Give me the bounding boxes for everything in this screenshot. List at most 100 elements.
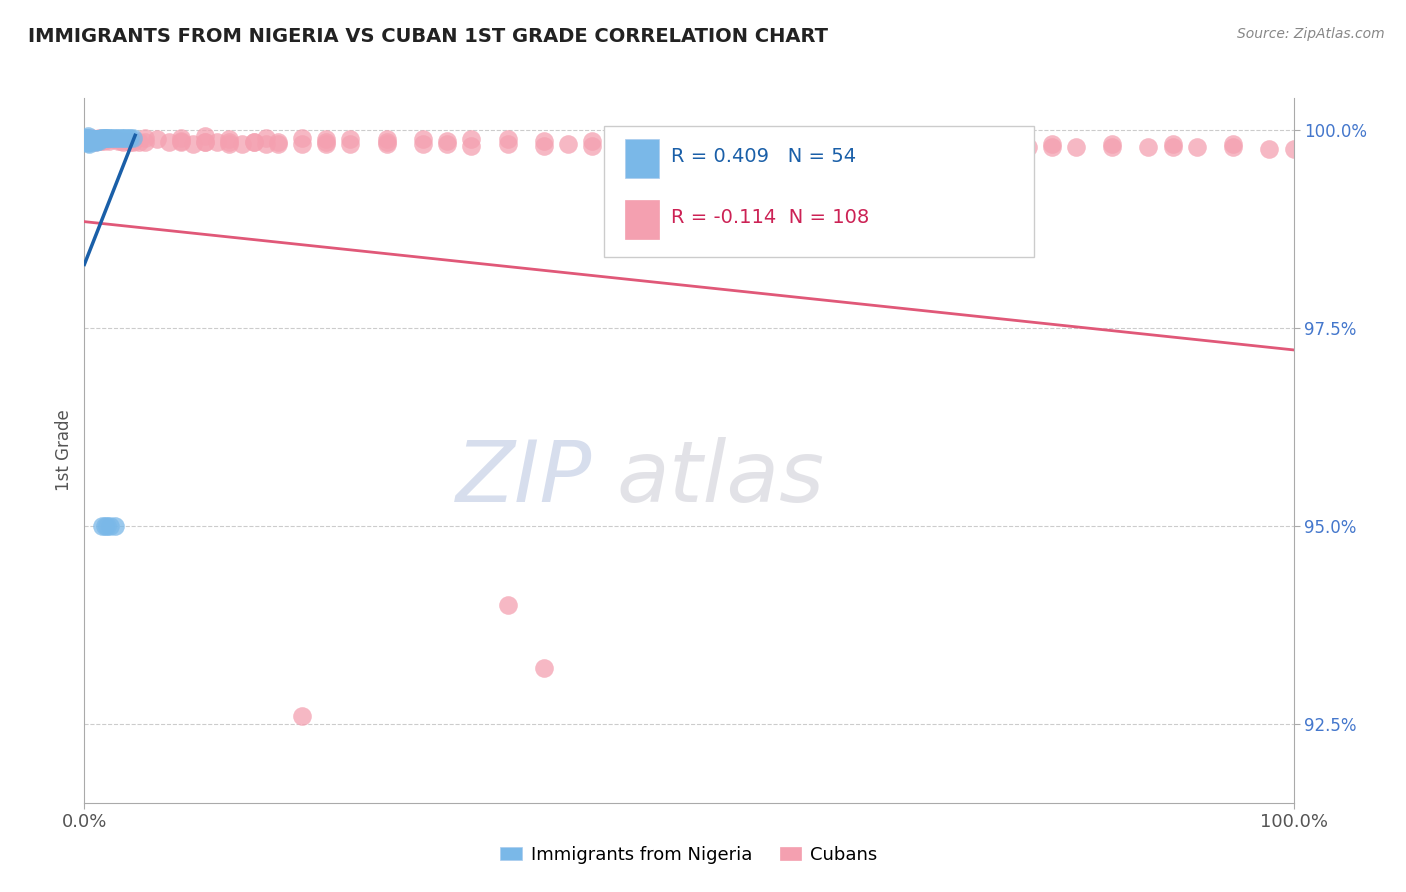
Point: [91, 132, 114, 146]
Point: [617, 835, 640, 849]
Point: [86, 132, 108, 146]
Point: [77, 134, 100, 148]
Point: [738, 136, 761, 150]
Point: [194, 129, 217, 144]
Point: [94, 518, 117, 533]
Point: [77, 130, 100, 145]
Point: [77, 136, 100, 151]
Point: [77, 129, 100, 144]
FancyBboxPatch shape: [605, 127, 1033, 257]
Point: [170, 136, 193, 150]
Text: ZIP: ZIP: [456, 437, 592, 520]
Point: [134, 130, 156, 145]
Point: [91, 518, 114, 533]
Point: [98, 518, 121, 533]
Point: [117, 130, 139, 145]
Point: [80, 130, 103, 145]
Point: [1185, 140, 1208, 154]
Legend: Immigrants from Nigeria, Cubans: Immigrants from Nigeria, Cubans: [494, 838, 884, 871]
Y-axis label: 1st Grade: 1st Grade: [55, 409, 73, 491]
Point: [291, 708, 314, 723]
Point: [79, 136, 101, 150]
Point: [87, 132, 110, 146]
Text: R = 0.409   N = 54: R = 0.409 N = 54: [671, 147, 856, 166]
Bar: [624, 201, 659, 239]
Point: [82, 134, 104, 148]
Point: [339, 136, 361, 151]
Point: [83, 132, 105, 146]
Point: [86, 136, 108, 150]
Point: [96, 130, 118, 145]
Point: [104, 132, 127, 146]
Point: [242, 136, 264, 150]
Point: [157, 136, 180, 150]
Point: [90, 134, 112, 148]
Point: [315, 132, 337, 146]
Point: [84, 136, 107, 150]
Point: [94, 130, 117, 145]
Point: [75, 135, 97, 149]
Point: [79, 134, 101, 148]
Point: [77, 130, 100, 145]
Point: [254, 130, 277, 145]
Point: [1161, 136, 1184, 151]
Point: [76, 130, 98, 145]
Point: [242, 136, 264, 150]
Point: [194, 136, 217, 150]
Point: [1222, 140, 1244, 154]
Point: [86, 134, 108, 148]
Point: [581, 134, 603, 148]
Text: R = -0.114  N = 108: R = -0.114 N = 108: [671, 209, 869, 227]
Point: [678, 138, 700, 153]
Point: [104, 518, 127, 533]
Point: [79, 134, 101, 148]
Point: [1064, 140, 1087, 154]
Point: [1222, 136, 1244, 151]
Point: [90, 130, 112, 145]
Point: [100, 132, 122, 146]
Point: [110, 134, 132, 148]
Point: [436, 134, 458, 148]
Point: [207, 136, 229, 150]
Point: [89, 132, 111, 146]
Point: [97, 130, 120, 145]
Point: [94, 130, 117, 145]
Point: [533, 138, 555, 153]
Point: [77, 132, 100, 146]
Point: [799, 138, 821, 153]
Point: [86, 132, 108, 146]
Point: [460, 132, 482, 146]
Point: [617, 134, 640, 148]
Point: [823, 138, 845, 153]
Point: [920, 140, 942, 154]
Point: [77, 132, 100, 146]
Point: [980, 140, 1002, 154]
Point: [943, 140, 966, 154]
Point: [460, 138, 482, 153]
Point: [1101, 140, 1123, 154]
Point: [533, 134, 555, 148]
Point: [533, 661, 555, 675]
Point: [920, 136, 942, 151]
Point: [412, 132, 434, 146]
Point: [291, 136, 314, 151]
Point: [100, 130, 122, 145]
Point: [436, 136, 458, 151]
Point: [859, 140, 882, 154]
Point: [557, 136, 579, 151]
Point: [82, 132, 104, 146]
Point: [654, 138, 676, 153]
Point: [120, 130, 142, 145]
Point: [84, 132, 107, 146]
Point: [87, 134, 110, 148]
Point: [231, 136, 253, 151]
Bar: [624, 139, 659, 178]
Point: [76, 132, 98, 146]
Point: [581, 138, 603, 153]
Point: [1282, 142, 1305, 156]
Point: [77, 135, 100, 149]
Point: [170, 130, 193, 145]
Point: [82, 132, 104, 146]
Point: [75, 130, 97, 145]
Point: [114, 130, 136, 145]
